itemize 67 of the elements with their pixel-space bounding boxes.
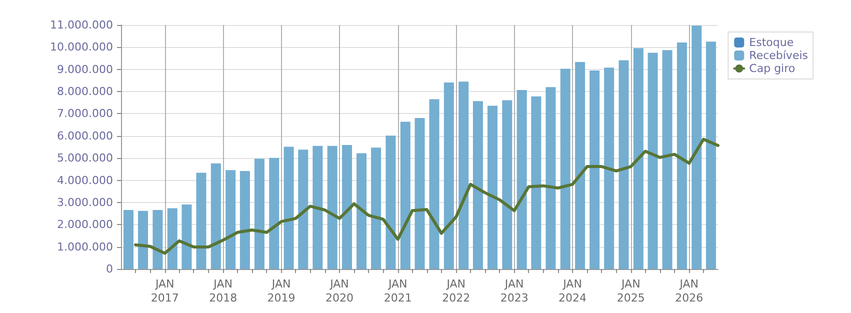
bar (676, 42, 687, 269)
bar (692, 26, 702, 269)
y-tick-label: 1.000.000 (57, 240, 113, 254)
bar (210, 163, 221, 269)
bar (618, 60, 629, 269)
bar (240, 170, 250, 269)
bar (298, 150, 308, 269)
bar (487, 106, 498, 269)
bar (152, 210, 163, 269)
bar (662, 50, 672, 269)
bar (458, 82, 469, 269)
y-tick-label: 10.000.000 (50, 40, 113, 54)
bar (516, 90, 527, 269)
bar (327, 146, 338, 269)
bar (312, 146, 323, 269)
y-tick-label: 8.000.000 (57, 85, 113, 98)
bar (371, 148, 382, 269)
x-tick-label: JAN 2022 (442, 278, 470, 304)
bar (648, 52, 658, 269)
bar (138, 210, 148, 269)
legend-label: Recebíveis (749, 49, 808, 62)
y-tick-label: 6.000.000 (57, 129, 113, 142)
x-tick-label: JAN 2020 (326, 278, 354, 304)
x-tick-label: JAN 2025 (616, 278, 645, 304)
y-tick-label: 5.000.000 (57, 152, 113, 165)
y-tick-label: 9.000.000 (57, 62, 113, 76)
bar (124, 210, 134, 269)
bar (590, 70, 600, 269)
x-tick-label: JAN 2026 (675, 278, 704, 304)
bar (604, 68, 614, 269)
bar (575, 62, 586, 269)
x-tick-label: JAN 2024 (558, 278, 587, 304)
bar (167, 208, 178, 269)
bar (414, 118, 425, 269)
bar (342, 145, 352, 269)
y-tick-label: 7.000.000 (57, 107, 113, 120)
bar (429, 99, 440, 269)
bar (386, 136, 396, 269)
bar (196, 172, 206, 269)
bar (560, 68, 570, 269)
x-tick-label: JAN 2021 (384, 278, 412, 304)
bar (531, 96, 542, 269)
bar (502, 100, 512, 269)
bar (284, 146, 294, 269)
bar (400, 122, 410, 269)
y-tick-label: 2.000.000 (57, 218, 113, 232)
x-tick-label: JAN 2017 (150, 278, 179, 304)
x-tick-label: JAN 2023 (500, 278, 528, 304)
bar (356, 153, 367, 269)
y-tick-label: 3.000.000 (57, 196, 113, 209)
bar (269, 158, 280, 269)
x-tick-label: JAN 2018 (209, 278, 238, 304)
y-tick-label: 0 (106, 262, 113, 276)
x-tick-label: JAN 2019 (267, 278, 296, 304)
bar (182, 204, 192, 269)
bar (546, 87, 556, 269)
bar (706, 42, 716, 269)
bar (226, 170, 236, 269)
legend-label: Cap giro (749, 62, 796, 75)
line-series (134, 138, 720, 255)
bar (472, 101, 483, 269)
bar (444, 82, 454, 269)
y-tick-label: 11.000.000 (50, 18, 113, 32)
bar (633, 48, 644, 269)
y-tick-label: 4.000.000 (57, 174, 113, 187)
bar (254, 158, 264, 269)
legend-label: Estoque (749, 36, 794, 49)
